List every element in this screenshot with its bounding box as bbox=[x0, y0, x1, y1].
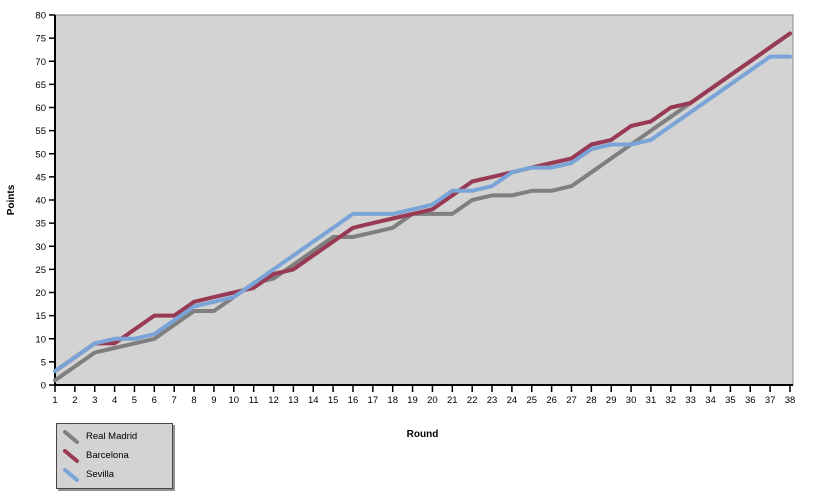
sevilla-line bbox=[53, 54, 792, 374]
legend-item-barcelona: Barcelona bbox=[62, 446, 166, 465]
x-tick-label: 17 bbox=[368, 395, 379, 406]
y-tick-label: 80 bbox=[35, 11, 46, 22]
x-tick-label: 38 bbox=[785, 395, 796, 406]
x-tick-label: 5 bbox=[132, 395, 137, 406]
x-tick-label: 27 bbox=[566, 395, 577, 406]
legend-item-real-madrid: Real Madrid bbox=[62, 427, 166, 446]
y-tick-label: 65 bbox=[35, 80, 46, 91]
x-tick-label: 31 bbox=[646, 395, 657, 406]
barcelona-line-swatch bbox=[63, 448, 79, 463]
x-tick-label: 18 bbox=[387, 395, 398, 406]
y-tick-label: 60 bbox=[35, 103, 46, 114]
x-tick-label: 10 bbox=[228, 395, 239, 406]
x-tick-label: 20 bbox=[427, 395, 438, 406]
y-tick-label: 40 bbox=[35, 196, 46, 207]
y-tick-label: 25 bbox=[35, 265, 46, 276]
legend: Real Madrid Barcelona Sevilla bbox=[56, 423, 173, 489]
x-tick-label: 33 bbox=[685, 395, 696, 406]
y-tick-label: 35 bbox=[35, 219, 46, 230]
y-tick-label: 20 bbox=[35, 288, 46, 299]
x-tick-label: 6 bbox=[152, 395, 157, 406]
y-tick-label: 50 bbox=[35, 149, 46, 160]
barcelona-line bbox=[53, 31, 792, 374]
x-tick-label: 32 bbox=[666, 395, 677, 406]
x-tick-label: 30 bbox=[626, 395, 637, 406]
x-tick-label: 9 bbox=[211, 395, 216, 406]
x-tick-label: 2 bbox=[72, 395, 77, 406]
x-tick-label: 22 bbox=[467, 395, 478, 406]
y-tick-label: 70 bbox=[35, 57, 46, 68]
x-tick-label: 4 bbox=[112, 395, 117, 406]
sevilla-line-swatch bbox=[63, 467, 79, 482]
y-tick-label: 15 bbox=[35, 311, 46, 322]
x-tick-label: 34 bbox=[705, 395, 716, 406]
x-tick-label: 11 bbox=[249, 395, 259, 406]
x-tick-label: 36 bbox=[745, 395, 756, 406]
legend-label-real-madrid: Real Madrid bbox=[86, 431, 138, 442]
x-tick-label: 14 bbox=[308, 395, 319, 406]
y-tick-label: 45 bbox=[35, 172, 46, 183]
x-tick-label: 13 bbox=[288, 395, 299, 406]
x-tick-label: 3 bbox=[92, 395, 97, 406]
y-tick-label: 0 bbox=[41, 381, 46, 392]
y-tick-label: 55 bbox=[35, 126, 46, 137]
x-tick-label: 25 bbox=[526, 395, 537, 406]
real-madrid-line bbox=[53, 31, 792, 383]
x-tick-label: 19 bbox=[407, 395, 418, 406]
x-axis-title: Round bbox=[407, 429, 439, 440]
x-tick-label: 1 bbox=[52, 395, 57, 406]
legend-label-sevilla: Sevilla bbox=[86, 469, 114, 480]
legend-label-barcelona: Barcelona bbox=[86, 450, 129, 461]
x-tick-label: 26 bbox=[546, 395, 557, 406]
y-tick-label: 10 bbox=[35, 334, 46, 345]
y-tick-label: 30 bbox=[35, 242, 46, 253]
y-tick-label: 5 bbox=[41, 357, 46, 368]
x-tick-label: 37 bbox=[765, 395, 776, 406]
x-tick-label: 29 bbox=[606, 395, 617, 406]
x-tick-label: 21 bbox=[447, 395, 458, 406]
x-tick-label: 7 bbox=[172, 395, 177, 406]
x-tick-label: 28 bbox=[586, 395, 597, 406]
x-tick-label: 12 bbox=[268, 395, 279, 406]
x-tick-label: 15 bbox=[328, 395, 339, 406]
x-tick-label: 23 bbox=[487, 395, 498, 406]
x-tick-label: 35 bbox=[725, 395, 736, 406]
real-madrid-line-swatch bbox=[63, 429, 79, 444]
y-tick-label: 75 bbox=[35, 34, 46, 45]
legend-item-sevilla: Sevilla bbox=[62, 465, 166, 484]
x-tick-label: 8 bbox=[191, 395, 196, 406]
y-axis-title: Points bbox=[6, 184, 17, 215]
x-tick-label: 16 bbox=[348, 395, 359, 406]
x-tick-label: 24 bbox=[507, 395, 518, 406]
